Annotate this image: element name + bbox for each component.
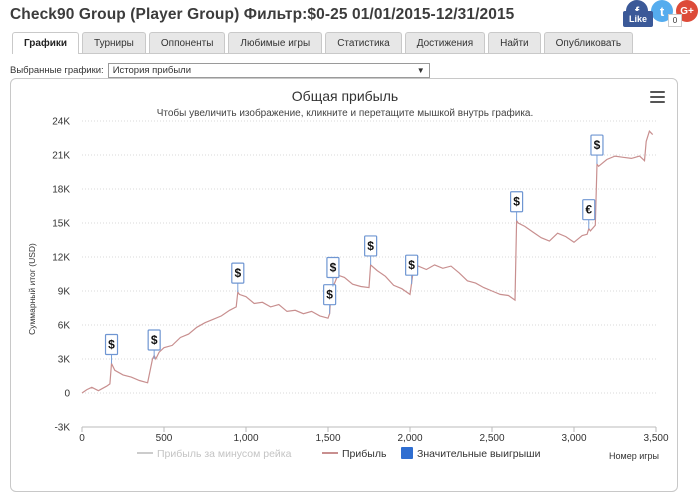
y-tick-label: 21K xyxy=(52,151,70,162)
legend-item-big-wins: Значительные выигрыши xyxy=(417,448,541,460)
big-win-marker: $ xyxy=(405,254,419,285)
marker-box xyxy=(147,329,161,351)
marker-symbol: $ xyxy=(330,260,337,274)
tab-tournaments[interactable]: Турниры xyxy=(82,32,146,53)
tab-opponents[interactable]: Оппоненты xyxy=(148,32,226,53)
chart-subtitle: Чтобы увеличить изображение, кликните и … xyxy=(157,107,534,119)
marker-box xyxy=(582,199,596,221)
y-tick-label: 15K xyxy=(52,219,70,230)
marker-symbol: $ xyxy=(408,258,415,272)
marker-symbol: $ xyxy=(326,288,333,302)
profit-chart[interactable]: Общая прибыль Чтобы увеличить изображение… xyxy=(11,79,677,491)
profit-series-line xyxy=(81,130,654,394)
chart-menu-icon[interactable] xyxy=(650,91,665,103)
tab-graphs[interactable]: Графики xyxy=(12,32,80,54)
y-tick-label: 12K xyxy=(52,253,70,264)
y-tick-label: 6K xyxy=(58,321,71,332)
chart-panel: Общая прибыль Чтобы увеличить изображение… xyxy=(10,78,678,492)
legend-item-rake: Прибыль за минусом рейка xyxy=(157,448,292,460)
marker-box xyxy=(104,333,119,356)
x-tick-label: 500 xyxy=(156,433,173,444)
y-tick-label: 18K xyxy=(52,185,70,196)
google-plus-count: 0 xyxy=(668,14,682,27)
graph-selector-value: История прибыли xyxy=(112,64,192,76)
legend-item-profit: Прибыль xyxy=(342,448,387,460)
x-axis-title: Номер игры xyxy=(609,451,659,461)
marker-symbol: $ xyxy=(234,266,241,280)
big-win-marker: $ xyxy=(104,333,119,364)
tab-bar: Графики Турниры Оппоненты Любимые игры С… xyxy=(12,32,690,54)
tab-achievements[interactable]: Достижения xyxy=(404,32,486,53)
legend-swatch-big-wins xyxy=(401,447,413,459)
big-win-marker: $ xyxy=(510,191,524,221)
x-tick-label: 2,500 xyxy=(479,433,504,444)
graph-selector-row: Выбранные графики: История прибыли ▼ xyxy=(10,62,430,78)
big-win-marker: $ xyxy=(326,256,340,287)
marker-symbol: $ xyxy=(513,195,520,209)
facebook-like-button[interactable]: Like xyxy=(623,11,653,27)
y-tick-label: -3K xyxy=(54,423,70,434)
marker-box xyxy=(231,262,245,284)
big-win-marker: € xyxy=(582,199,596,229)
marker-symbol: € xyxy=(585,203,592,217)
tab-statistics[interactable]: Статистика xyxy=(325,32,402,53)
y-tick-label: 24K xyxy=(52,117,70,128)
graph-selector-label: Выбранные графики: xyxy=(10,64,104,76)
marker-box xyxy=(323,284,337,306)
big-win-marker: $ xyxy=(364,235,378,265)
x-tick-label: 1,500 xyxy=(315,433,340,444)
tab-favorite-games[interactable]: Любимые игры xyxy=(228,32,323,53)
x-tick-label: 3,000 xyxy=(561,433,586,444)
tab-search[interactable]: Найти xyxy=(488,32,541,53)
page-title: Check90 Group (Player Group) Фильтр:$0-2… xyxy=(10,6,515,23)
marker-symbol: $ xyxy=(367,239,374,253)
x-tick-label: 0 xyxy=(79,433,85,444)
y-axis-title: Суммарный итог (USD) xyxy=(27,243,37,335)
marker-symbol: $ xyxy=(151,333,158,347)
y-tick-label: 3K xyxy=(58,355,71,366)
big-win-marker: $ xyxy=(147,329,161,359)
x-tick-label: 2,000 xyxy=(397,433,422,444)
big-win-marker: $ xyxy=(590,134,604,165)
marker-box xyxy=(364,235,378,257)
graph-selector-dropdown[interactable]: История прибыли ▼ xyxy=(107,62,430,78)
x-tick-label: 3,500 xyxy=(643,433,668,444)
marker-symbol: $ xyxy=(108,338,115,352)
dropdown-arrow-icon: ▼ xyxy=(416,65,425,75)
chart-title: Общая прибыль xyxy=(292,88,398,104)
twitter-icon[interactable]: t xyxy=(651,0,673,22)
marker-symbol: $ xyxy=(594,138,601,152)
y-tick-label: 9K xyxy=(58,287,71,298)
big-win-marker: $ xyxy=(231,262,245,293)
tab-publish[interactable]: Опубликовать xyxy=(543,32,634,53)
x-tick-label: 1,000 xyxy=(233,433,258,444)
marker-box xyxy=(326,256,340,279)
big-win-marker: $ xyxy=(323,284,337,314)
marker-box xyxy=(590,134,604,156)
y-tick-label: 0 xyxy=(64,389,70,400)
marker-box xyxy=(510,191,524,213)
marker-box xyxy=(405,254,419,276)
